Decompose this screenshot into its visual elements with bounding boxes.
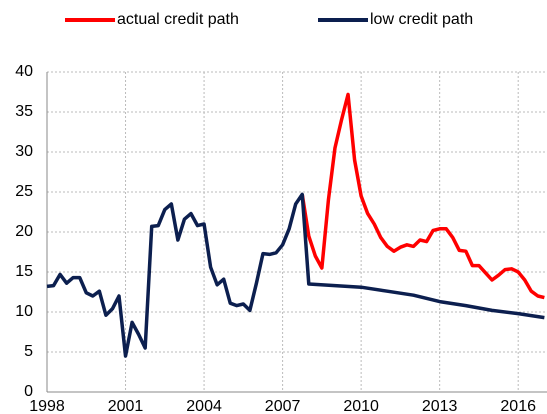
y-tick-label: 0 <box>24 383 33 400</box>
x-tick-label: 2007 <box>265 398 301 414</box>
legend-label: actual credit path <box>117 11 239 28</box>
legend-label: low credit path <box>370 11 473 28</box>
y-tick-label: 30 <box>15 143 33 160</box>
x-tick-label: 2016 <box>500 398 536 414</box>
y-tick-label: 25 <box>15 183 33 200</box>
x-tick-label: 1998 <box>29 398 65 414</box>
x-tick-label: 2010 <box>343 398 379 414</box>
x-tick-label: 2013 <box>422 398 458 414</box>
y-tick-label: 15 <box>15 263 33 280</box>
x-tick-label: 2004 <box>186 398 222 414</box>
y-tick-label: 35 <box>15 103 33 120</box>
series-line <box>300 92 545 300</box>
series-line <box>46 192 545 358</box>
y-tick-label: 5 <box>24 343 33 360</box>
x-tick-label: 2001 <box>108 398 144 414</box>
y-tick-label: 40 <box>15 63 33 80</box>
y-tick-label: 20 <box>15 223 33 240</box>
y-tick-label: 10 <box>15 303 33 320</box>
